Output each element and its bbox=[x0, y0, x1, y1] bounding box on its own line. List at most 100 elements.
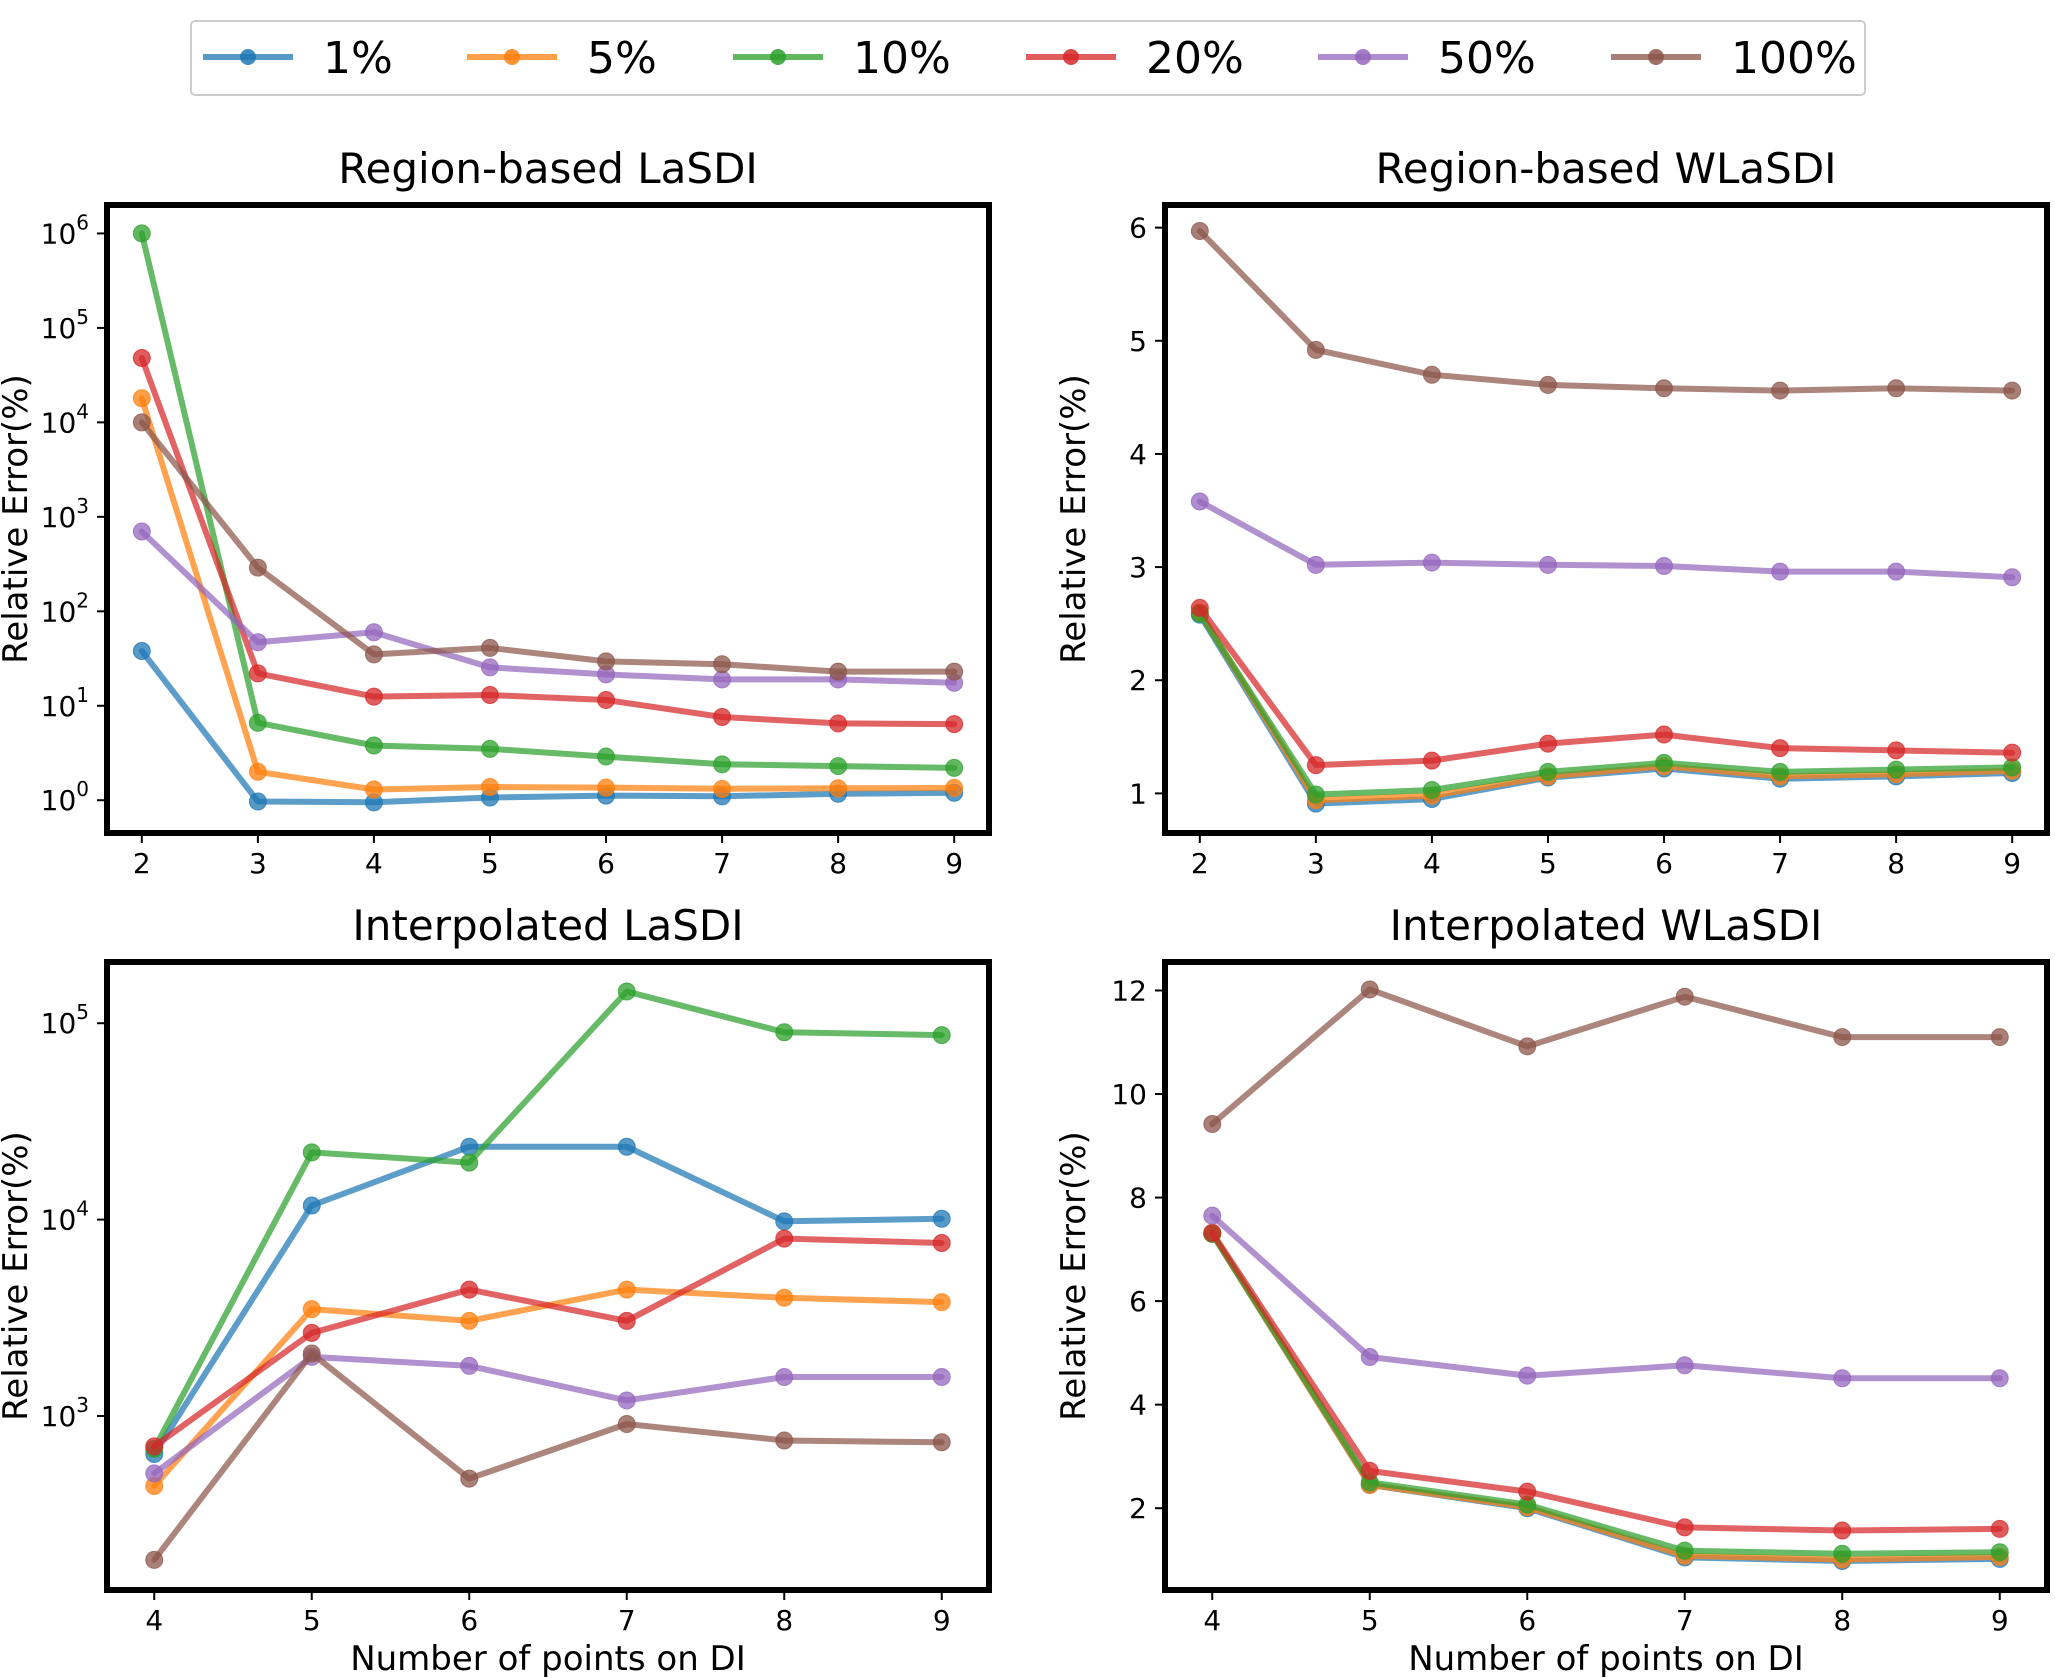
data-point bbox=[1990, 1369, 2009, 1388]
data-point bbox=[1203, 1115, 1222, 1134]
legend-marker-1 bbox=[240, 49, 256, 65]
series-line bbox=[151, 988, 945, 1452]
legend: 1% 5% 10% 20% 50% 100% bbox=[190, 20, 1866, 96]
data-point bbox=[132, 522, 151, 541]
series-line bbox=[151, 1353, 945, 1477]
x-tick-label: 6 bbox=[597, 847, 615, 880]
y-tick-base: 10 bbox=[41, 501, 77, 534]
data-point bbox=[364, 736, 383, 755]
data-point bbox=[248, 633, 267, 652]
y-tick-exponent: 3 bbox=[76, 494, 89, 518]
y-tick-label: 103 bbox=[41, 494, 89, 534]
data-point bbox=[248, 762, 267, 781]
series-line bbox=[151, 1235, 945, 1450]
y-tick-label: 3 bbox=[1129, 551, 1147, 584]
data-point bbox=[829, 714, 848, 733]
y-tick-label: 2 bbox=[1129, 1492, 1147, 1525]
data-point bbox=[302, 1344, 321, 1363]
data-point bbox=[1518, 1366, 1537, 1385]
x-tick-label: 6 bbox=[460, 1604, 478, 1637]
data-point bbox=[1675, 1518, 1694, 1537]
data-point bbox=[132, 389, 151, 408]
x-tick-label: 7 bbox=[1676, 1604, 1694, 1637]
series-10-pct bbox=[132, 224, 964, 777]
data-point bbox=[597, 747, 616, 766]
data-point bbox=[617, 1137, 636, 1156]
data-point bbox=[617, 1391, 636, 1410]
panel-region-based-lasdi: Region-based LaSDI Relative Error(%) 2 3 4 5 6… bbox=[0, 144, 992, 880]
legend-label-5: 50% bbox=[1438, 33, 1536, 84]
y-tick-label: 5 bbox=[1129, 325, 1147, 358]
axes-frame bbox=[104, 959, 992, 1593]
series-line bbox=[151, 1350, 945, 1563]
x-tick-label: 4 bbox=[145, 1604, 163, 1637]
y-tick-base: 10 bbox=[41, 595, 77, 628]
x-tick-label: 8 bbox=[1887, 847, 1905, 880]
data-point bbox=[1990, 1519, 2009, 1538]
data-point bbox=[1833, 1028, 1852, 1047]
x-tick-label: 7 bbox=[618, 1604, 636, 1637]
data-point bbox=[713, 755, 732, 774]
data-point bbox=[132, 413, 151, 432]
data-point bbox=[1360, 980, 1379, 999]
data-point bbox=[1203, 1206, 1222, 1225]
y-tick-label: 102 bbox=[41, 588, 89, 628]
series-10-pct bbox=[145, 982, 951, 1458]
data-point bbox=[1518, 1037, 1537, 1056]
data-point bbox=[364, 687, 383, 706]
data-point bbox=[248, 792, 267, 811]
y-tick-label: 6 bbox=[1129, 212, 1147, 245]
y-tick-label: 1 bbox=[1129, 777, 1147, 810]
series-line bbox=[1196, 609, 2016, 804]
data-point bbox=[775, 1023, 794, 1042]
chart-title: Region-based WLaSDI bbox=[1375, 144, 1836, 193]
y-tick-exponent: 0 bbox=[76, 777, 89, 801]
data-point bbox=[775, 1367, 794, 1386]
x-tick-label: 9 bbox=[945, 847, 963, 880]
data-point bbox=[1833, 1369, 1852, 1388]
data-point bbox=[480, 658, 499, 677]
series-100-pct bbox=[132, 413, 964, 681]
data-point bbox=[1538, 555, 1557, 574]
data-point bbox=[775, 1229, 794, 1248]
data-point bbox=[1887, 760, 1906, 779]
data-point bbox=[460, 1280, 479, 1299]
x-axis-label: Number of points on DI bbox=[1408, 1639, 1804, 1678]
data-point bbox=[1422, 751, 1441, 770]
legend-marker-4 bbox=[1063, 49, 1079, 65]
data-point bbox=[945, 662, 964, 681]
data-point bbox=[480, 778, 499, 797]
data-point bbox=[132, 642, 151, 661]
series-50-pct bbox=[145, 1347, 951, 1483]
legend-entry-2: 5% bbox=[467, 33, 657, 84]
data-point bbox=[1538, 734, 1557, 753]
data-point bbox=[302, 1300, 321, 1319]
data-point bbox=[1675, 1356, 1694, 1375]
data-point bbox=[713, 670, 732, 689]
y-axis-label: Relative Error(%) bbox=[1054, 374, 1094, 664]
series-50-pct bbox=[132, 522, 964, 692]
y-tick-label: 104 bbox=[41, 1197, 89, 1237]
series-5-pct bbox=[1203, 1224, 2009, 1569]
series-50-pct bbox=[1203, 1206, 2009, 1388]
y-tick-label: 6 bbox=[1129, 1285, 1147, 1318]
data-point bbox=[713, 708, 732, 727]
y-tick-exponent: 6 bbox=[76, 210, 89, 234]
data-point bbox=[932, 1234, 951, 1253]
x-tick-label: 9 bbox=[933, 1604, 951, 1637]
series-line bbox=[138, 395, 958, 793]
data-point bbox=[1538, 762, 1557, 781]
data-point bbox=[480, 638, 499, 657]
series-line bbox=[138, 528, 958, 686]
series-line bbox=[138, 419, 958, 675]
series-line bbox=[1196, 498, 2016, 581]
data-point bbox=[1655, 556, 1674, 575]
data-point bbox=[932, 1293, 951, 1312]
x-tick-label: 5 bbox=[1361, 1604, 1379, 1637]
y-tick-exponent: 3 bbox=[76, 1393, 89, 1417]
data-point bbox=[1675, 1541, 1694, 1560]
x-tick-label: 8 bbox=[1833, 1604, 1851, 1637]
x-tick-label: 9 bbox=[2003, 847, 2021, 880]
y-tick-base: 10 bbox=[41, 1204, 77, 1237]
data-point bbox=[1190, 222, 1209, 241]
